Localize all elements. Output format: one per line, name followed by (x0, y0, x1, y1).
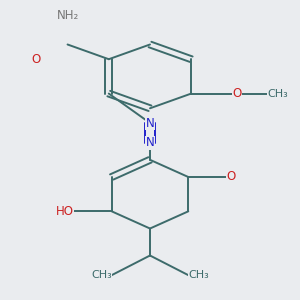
Text: N: N (146, 136, 154, 149)
Text: CH₃: CH₃ (268, 88, 289, 99)
Text: O: O (226, 170, 236, 184)
Text: NH₂: NH₂ (56, 9, 79, 22)
Text: CH₃: CH₃ (188, 270, 209, 280)
Text: N: N (146, 116, 154, 130)
Text: CH₃: CH₃ (91, 270, 112, 280)
Text: HO: HO (56, 205, 74, 218)
Text: O: O (232, 87, 242, 100)
Text: O: O (32, 53, 41, 66)
